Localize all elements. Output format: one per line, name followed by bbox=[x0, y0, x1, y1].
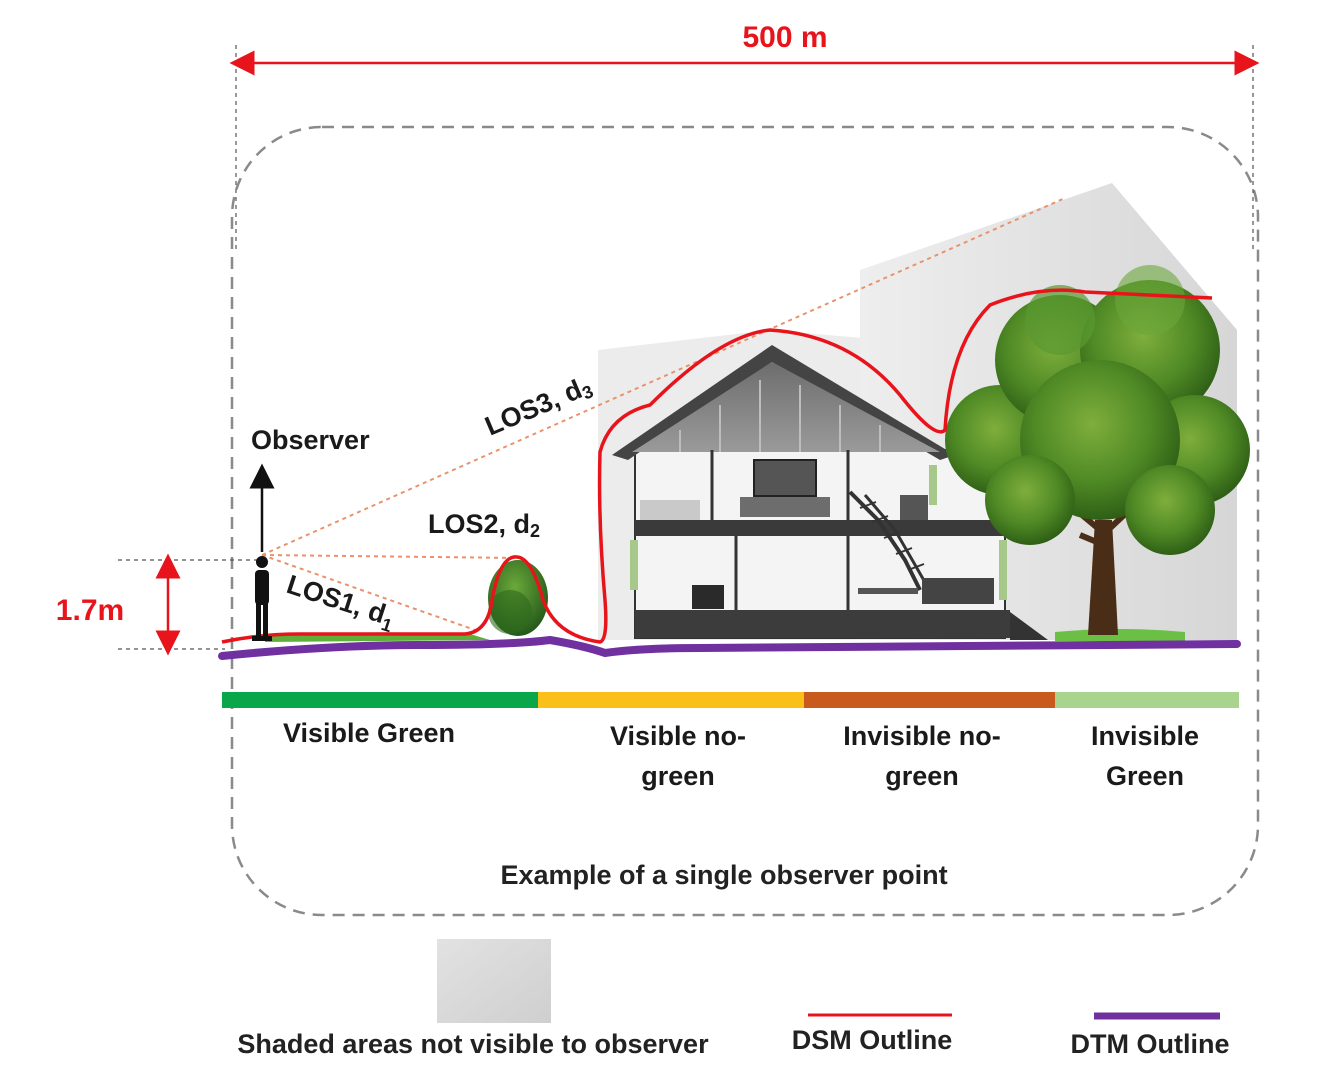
height-dimension: 1.7m bbox=[56, 553, 262, 656]
width-dimension: 500 m bbox=[229, 21, 1260, 250]
observer-head bbox=[256, 556, 268, 568]
legend: Shaded areas not visible to observer DSM… bbox=[237, 939, 1229, 1059]
legend-dtm-label: DTM Outline bbox=[1071, 1029, 1230, 1059]
zone-label-visible-green: Visible Green bbox=[283, 718, 455, 748]
study-area-frame bbox=[230, 125, 1260, 917]
legend-shaded-label: Shaded areas not visible to observer bbox=[237, 1029, 709, 1059]
house bbox=[612, 345, 1048, 640]
height-label: 1.7m bbox=[56, 594, 124, 627]
zone-label-visible-no-green-1: Visible no- bbox=[610, 721, 746, 751]
width-label: 500 m bbox=[742, 21, 827, 54]
zone-labels: Visible Green Visible no- green Invisibl… bbox=[283, 718, 1199, 791]
tree bbox=[945, 265, 1250, 635]
zone-label-invisible-green-1: Invisible bbox=[1091, 721, 1199, 751]
los1-label: LOS1, d1 bbox=[282, 569, 399, 636]
los2-label: LOS2, d2 bbox=[428, 509, 540, 541]
los2-text: LOS2, d bbox=[428, 509, 530, 539]
zone-bar bbox=[222, 692, 1239, 708]
zone-label-invisible-green-2: Green bbox=[1106, 761, 1184, 791]
zone-label-invisible-no-green-2: green bbox=[885, 761, 959, 791]
los1-line bbox=[261, 554, 476, 631]
bush bbox=[488, 560, 548, 636]
zone-bar-invisible-no-green bbox=[804, 692, 1055, 708]
observer: Observer bbox=[249, 425, 370, 641]
dsm-outline bbox=[221, 288, 1213, 644]
lines-of-sight bbox=[261, 197, 1066, 631]
observer-label: Observer bbox=[251, 425, 370, 455]
los2-line bbox=[261, 554, 521, 559]
los2-subscript: 2 bbox=[530, 521, 540, 541]
zone-label-visible-no-green-2: green bbox=[641, 761, 715, 791]
legend-shade-swatch bbox=[437, 939, 551, 1023]
los3-text: LOS3, d bbox=[481, 374, 587, 441]
legend-dsm-label: DSM Outline bbox=[792, 1025, 953, 1055]
diagram-caption: Example of a single observer point bbox=[500, 860, 947, 890]
dtm-outline bbox=[218, 635, 1241, 660]
zone-bar-invisible-green bbox=[1055, 692, 1239, 708]
los3-line bbox=[261, 197, 1066, 556]
los3-label: LOS3, d3 bbox=[481, 370, 597, 443]
los1-text: LOS1, d bbox=[283, 569, 389, 629]
zone-label-invisible-no-green-1: Invisible no- bbox=[843, 721, 1001, 751]
zone-bar-visible-green bbox=[222, 692, 538, 708]
zone-bar-visible-no-green bbox=[538, 692, 804, 708]
